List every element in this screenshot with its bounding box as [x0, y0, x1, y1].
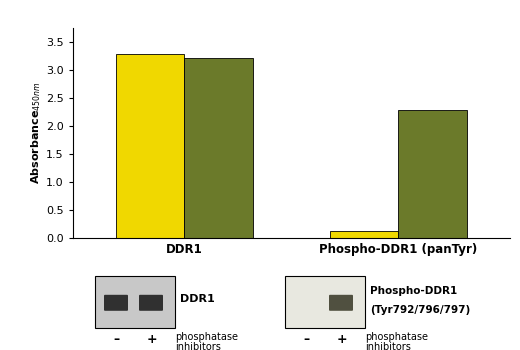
Bar — [285, 276, 365, 328]
Bar — [115, 54, 184, 238]
Bar — [398, 110, 467, 238]
Text: –: – — [113, 333, 119, 346]
Text: +: + — [147, 333, 158, 346]
Text: inhibitors: inhibitors — [365, 342, 411, 350]
Bar — [95, 276, 175, 328]
FancyBboxPatch shape — [329, 295, 353, 311]
FancyBboxPatch shape — [139, 295, 163, 311]
Text: phosphatase: phosphatase — [175, 332, 238, 342]
Bar — [184, 58, 253, 238]
Text: inhibitors: inhibitors — [175, 342, 221, 350]
Text: (Tyr792/796/797): (Tyr792/796/797) — [370, 305, 470, 315]
Text: Phospho-DDR1: Phospho-DDR1 — [370, 286, 457, 295]
Text: phosphatase: phosphatase — [365, 332, 428, 342]
Y-axis label: Absorbance$_{450nm}$: Absorbance$_{450nm}$ — [30, 82, 43, 184]
Text: +: + — [336, 333, 347, 346]
FancyBboxPatch shape — [104, 295, 128, 311]
Text: –: – — [303, 333, 309, 346]
Text: DDR1: DDR1 — [180, 294, 215, 304]
Bar — [330, 231, 398, 238]
